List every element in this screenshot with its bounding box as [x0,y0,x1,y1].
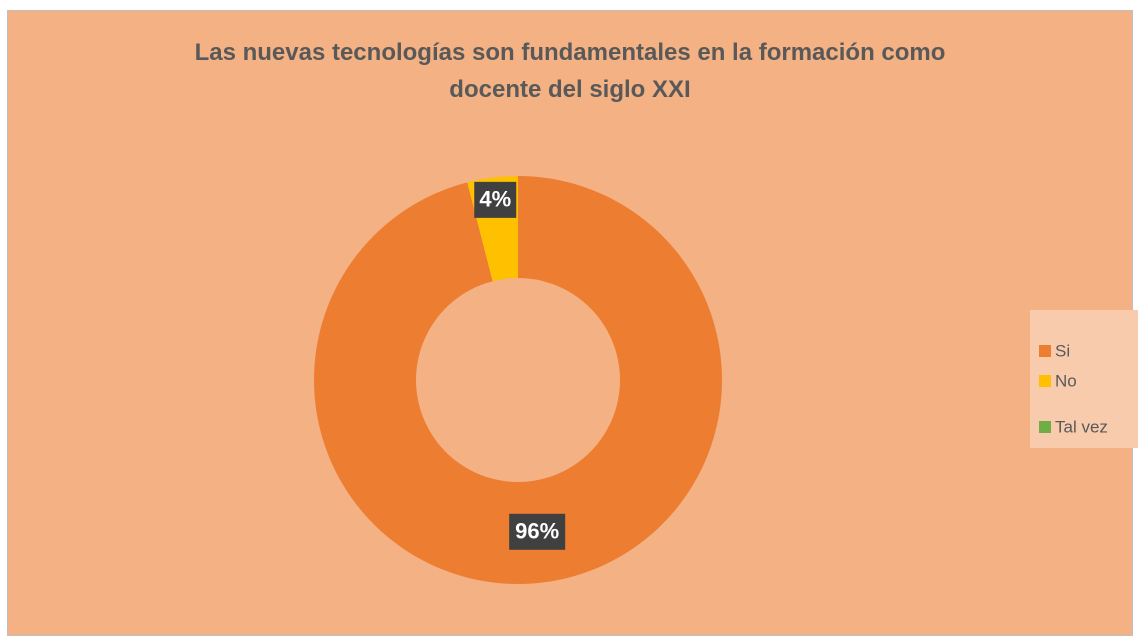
legend-label: Si [1055,341,1070,360]
legend-label: No [1055,371,1077,390]
legend-label: Tal vez [1055,417,1108,436]
data-label-box [474,181,517,218]
donut-slice [313,176,722,585]
legend-swatch [1039,345,1051,357]
chart-title: Las nuevas tecnologías son fundamentales… [194,39,946,103]
data-label: 96% [515,519,559,544]
legend-swatch [1039,421,1051,433]
legend-swatch [1039,375,1051,387]
data-label-box [509,513,566,550]
data-label: 4% [479,187,511,212]
